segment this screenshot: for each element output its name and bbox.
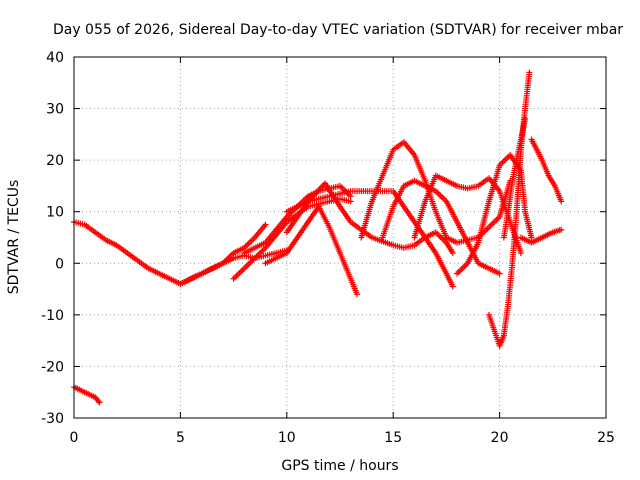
y-tick-label: 40	[46, 50, 64, 66]
series-track-15	[528, 136, 565, 205]
data-point	[517, 249, 524, 256]
series-track-2	[71, 384, 103, 406]
data-point	[262, 221, 269, 228]
data-point	[522, 115, 529, 122]
series-track-10	[379, 177, 503, 277]
y-tick-label: 30	[46, 102, 64, 118]
data-point	[354, 291, 361, 298]
y-tick-label: -30	[41, 411, 64, 427]
data-point	[96, 399, 103, 406]
series-track-8	[283, 188, 456, 290]
y-tick-label: 10	[46, 205, 64, 221]
data-point	[558, 226, 565, 233]
plot-frame	[73, 56, 607, 419]
x-tick-label: 0	[70, 430, 79, 446]
data-point	[526, 69, 533, 76]
grid-lines	[74, 57, 606, 418]
data-point	[558, 198, 565, 205]
series-track-6	[262, 203, 361, 298]
data-point	[528, 234, 535, 241]
y-tick-label: 0	[55, 256, 64, 272]
series-track-14	[500, 115, 529, 241]
x-axis-label: GPS time / hours	[281, 458, 398, 474]
data-point	[449, 249, 456, 256]
x-tick-label: 10	[278, 430, 296, 446]
x-tick-label: 15	[384, 430, 402, 446]
series-track-3	[177, 221, 269, 287]
y-tick-label: 20	[46, 153, 64, 169]
x-axis-ticks: 0 5 10 15 20 25	[70, 57, 615, 446]
chart-title: Day 055 of 2026, Sidereal Day-to-day VTE…	[53, 22, 623, 38]
x-tick-label: 25	[597, 430, 615, 446]
data-point	[496, 270, 503, 277]
series-track-16	[517, 226, 565, 246]
data-points	[71, 69, 565, 406]
series-track-12	[454, 151, 535, 277]
data-point	[347, 198, 354, 205]
y-tick-label: -20	[41, 359, 64, 375]
x-tick-label: 20	[491, 430, 509, 446]
x-tick-label: 5	[176, 430, 185, 446]
data-point	[449, 283, 456, 290]
data-point	[347, 193, 354, 200]
y-axis-label: SDTVAR / TECUs	[6, 180, 22, 295]
data-point	[95, 398, 102, 405]
y-tick-label: -10	[41, 308, 64, 324]
y-axis-ticks: -30 -20 -10 0 10 20 30 40	[41, 50, 606, 427]
